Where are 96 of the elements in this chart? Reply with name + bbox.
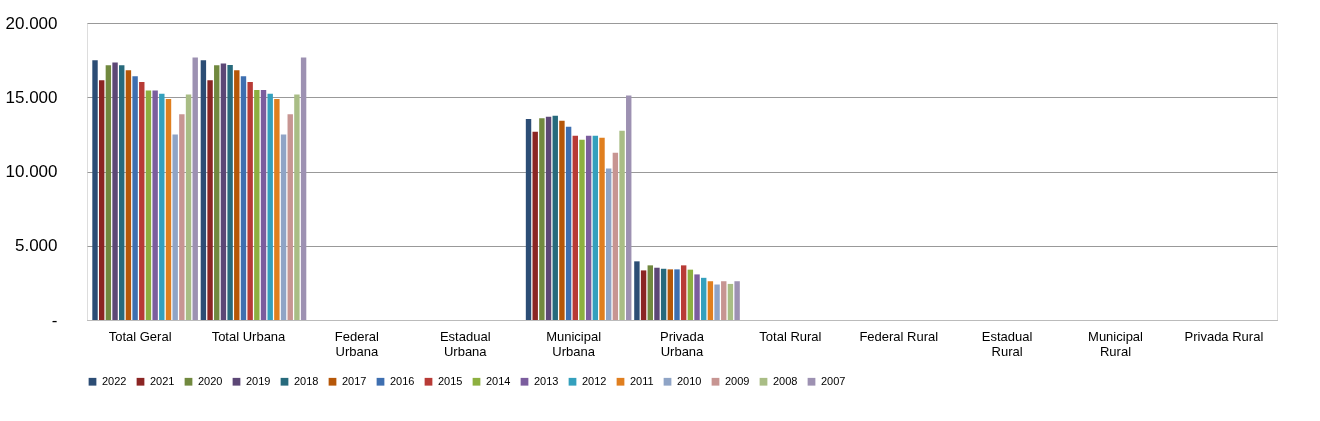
bar (701, 277, 707, 320)
x-tick-label: Privada Rural (1184, 328, 1264, 344)
bar (647, 265, 653, 320)
bar (579, 139, 585, 320)
legend-label: 2017 (342, 374, 367, 387)
bar (667, 269, 674, 320)
bar (192, 57, 198, 320)
bar (165, 98, 172, 320)
bar (240, 76, 247, 320)
y-tick-label: 20.000 (5, 13, 58, 33)
bar (680, 265, 687, 320)
bar (234, 70, 240, 320)
x-tick-label: Estadual Urbana (439, 328, 491, 359)
bar (654, 267, 660, 320)
bar (98, 80, 105, 320)
bar (640, 270, 647, 320)
x-tick-label: Municipal Rural (1088, 328, 1144, 359)
bar (572, 135, 578, 320)
bar (200, 60, 207, 320)
x-tick-label: Municipal Urbana (546, 328, 602, 359)
legend-label: 2012 (582, 374, 607, 387)
bar (687, 269, 694, 320)
bar (227, 64, 233, 320)
bar (267, 93, 273, 320)
bar (152, 90, 158, 320)
bar (721, 281, 727, 320)
bar (565, 126, 572, 320)
bar (707, 281, 714, 320)
x-tick-label: Total Urbana (211, 328, 287, 344)
legend-label: 2013 (534, 374, 559, 387)
legend-label: 2016 (390, 374, 415, 387)
bar (145, 90, 152, 320)
bar (694, 274, 700, 320)
bar (545, 116, 552, 320)
bar (207, 80, 213, 320)
bar (734, 281, 740, 320)
bar (260, 90, 267, 320)
bar (714, 284, 720, 320)
bar (280, 134, 287, 320)
bar (274, 98, 280, 320)
bar (172, 134, 178, 320)
bar (634, 261, 640, 320)
bar (619, 130, 625, 320)
bar (254, 90, 260, 320)
x-tick-label: Federal Urbana (334, 328, 380, 359)
bar (112, 62, 118, 320)
bar (605, 168, 612, 320)
bar (214, 65, 220, 320)
bar (287, 114, 293, 320)
bar (727, 283, 734, 320)
bar (559, 120, 565, 320)
x-tick-label: Total Rural (759, 328, 822, 344)
bar (132, 76, 138, 320)
y-tick-label: 15.000 (5, 87, 58, 107)
bar (159, 93, 165, 320)
legend-label: 2007 (821, 374, 846, 387)
bar (599, 137, 605, 320)
bar (92, 60, 98, 320)
legend-label: 2015 (438, 374, 463, 387)
legend-label: 2010 (677, 374, 702, 387)
legend-label: 2019 (246, 374, 271, 387)
y-tick-label: 5.000 (14, 236, 58, 256)
x-tick-label: Total Geral (108, 328, 172, 344)
x-tick-label: Estadual Rural (981, 328, 1033, 359)
bar (592, 135, 599, 320)
bar (119, 65, 125, 320)
bar (660, 268, 667, 320)
bar (185, 94, 192, 320)
legend-label: 2018 (294, 374, 319, 387)
bar (139, 82, 145, 320)
bar (300, 57, 307, 320)
y-tick-label: 10.000 (5, 162, 58, 181)
bar (294, 94, 300, 320)
legend-label: 2009 (725, 374, 750, 387)
legend-label: 2011 (630, 374, 654, 387)
bar (539, 118, 545, 320)
bar (179, 114, 185, 320)
bar (626, 95, 632, 320)
bar (525, 118, 532, 320)
legend-label: 2022 (102, 374, 127, 387)
y-tick-label: - (51, 310, 58, 330)
bar (532, 131, 538, 320)
bar (552, 115, 558, 320)
bar (105, 65, 112, 320)
legend-label: 2020 (198, 374, 223, 387)
legend-label: 2008 (773, 374, 798, 387)
bar (612, 152, 619, 320)
x-tick-label: Privada Urbana (659, 328, 705, 359)
legend-label: 2021 (150, 374, 175, 387)
bar (674, 269, 680, 320)
bar (247, 82, 253, 320)
bar (220, 63, 227, 320)
bar (125, 70, 132, 320)
legend-label: 2014 (486, 374, 511, 387)
x-tick-label: Federal Rural (859, 328, 939, 344)
bar (585, 135, 592, 320)
